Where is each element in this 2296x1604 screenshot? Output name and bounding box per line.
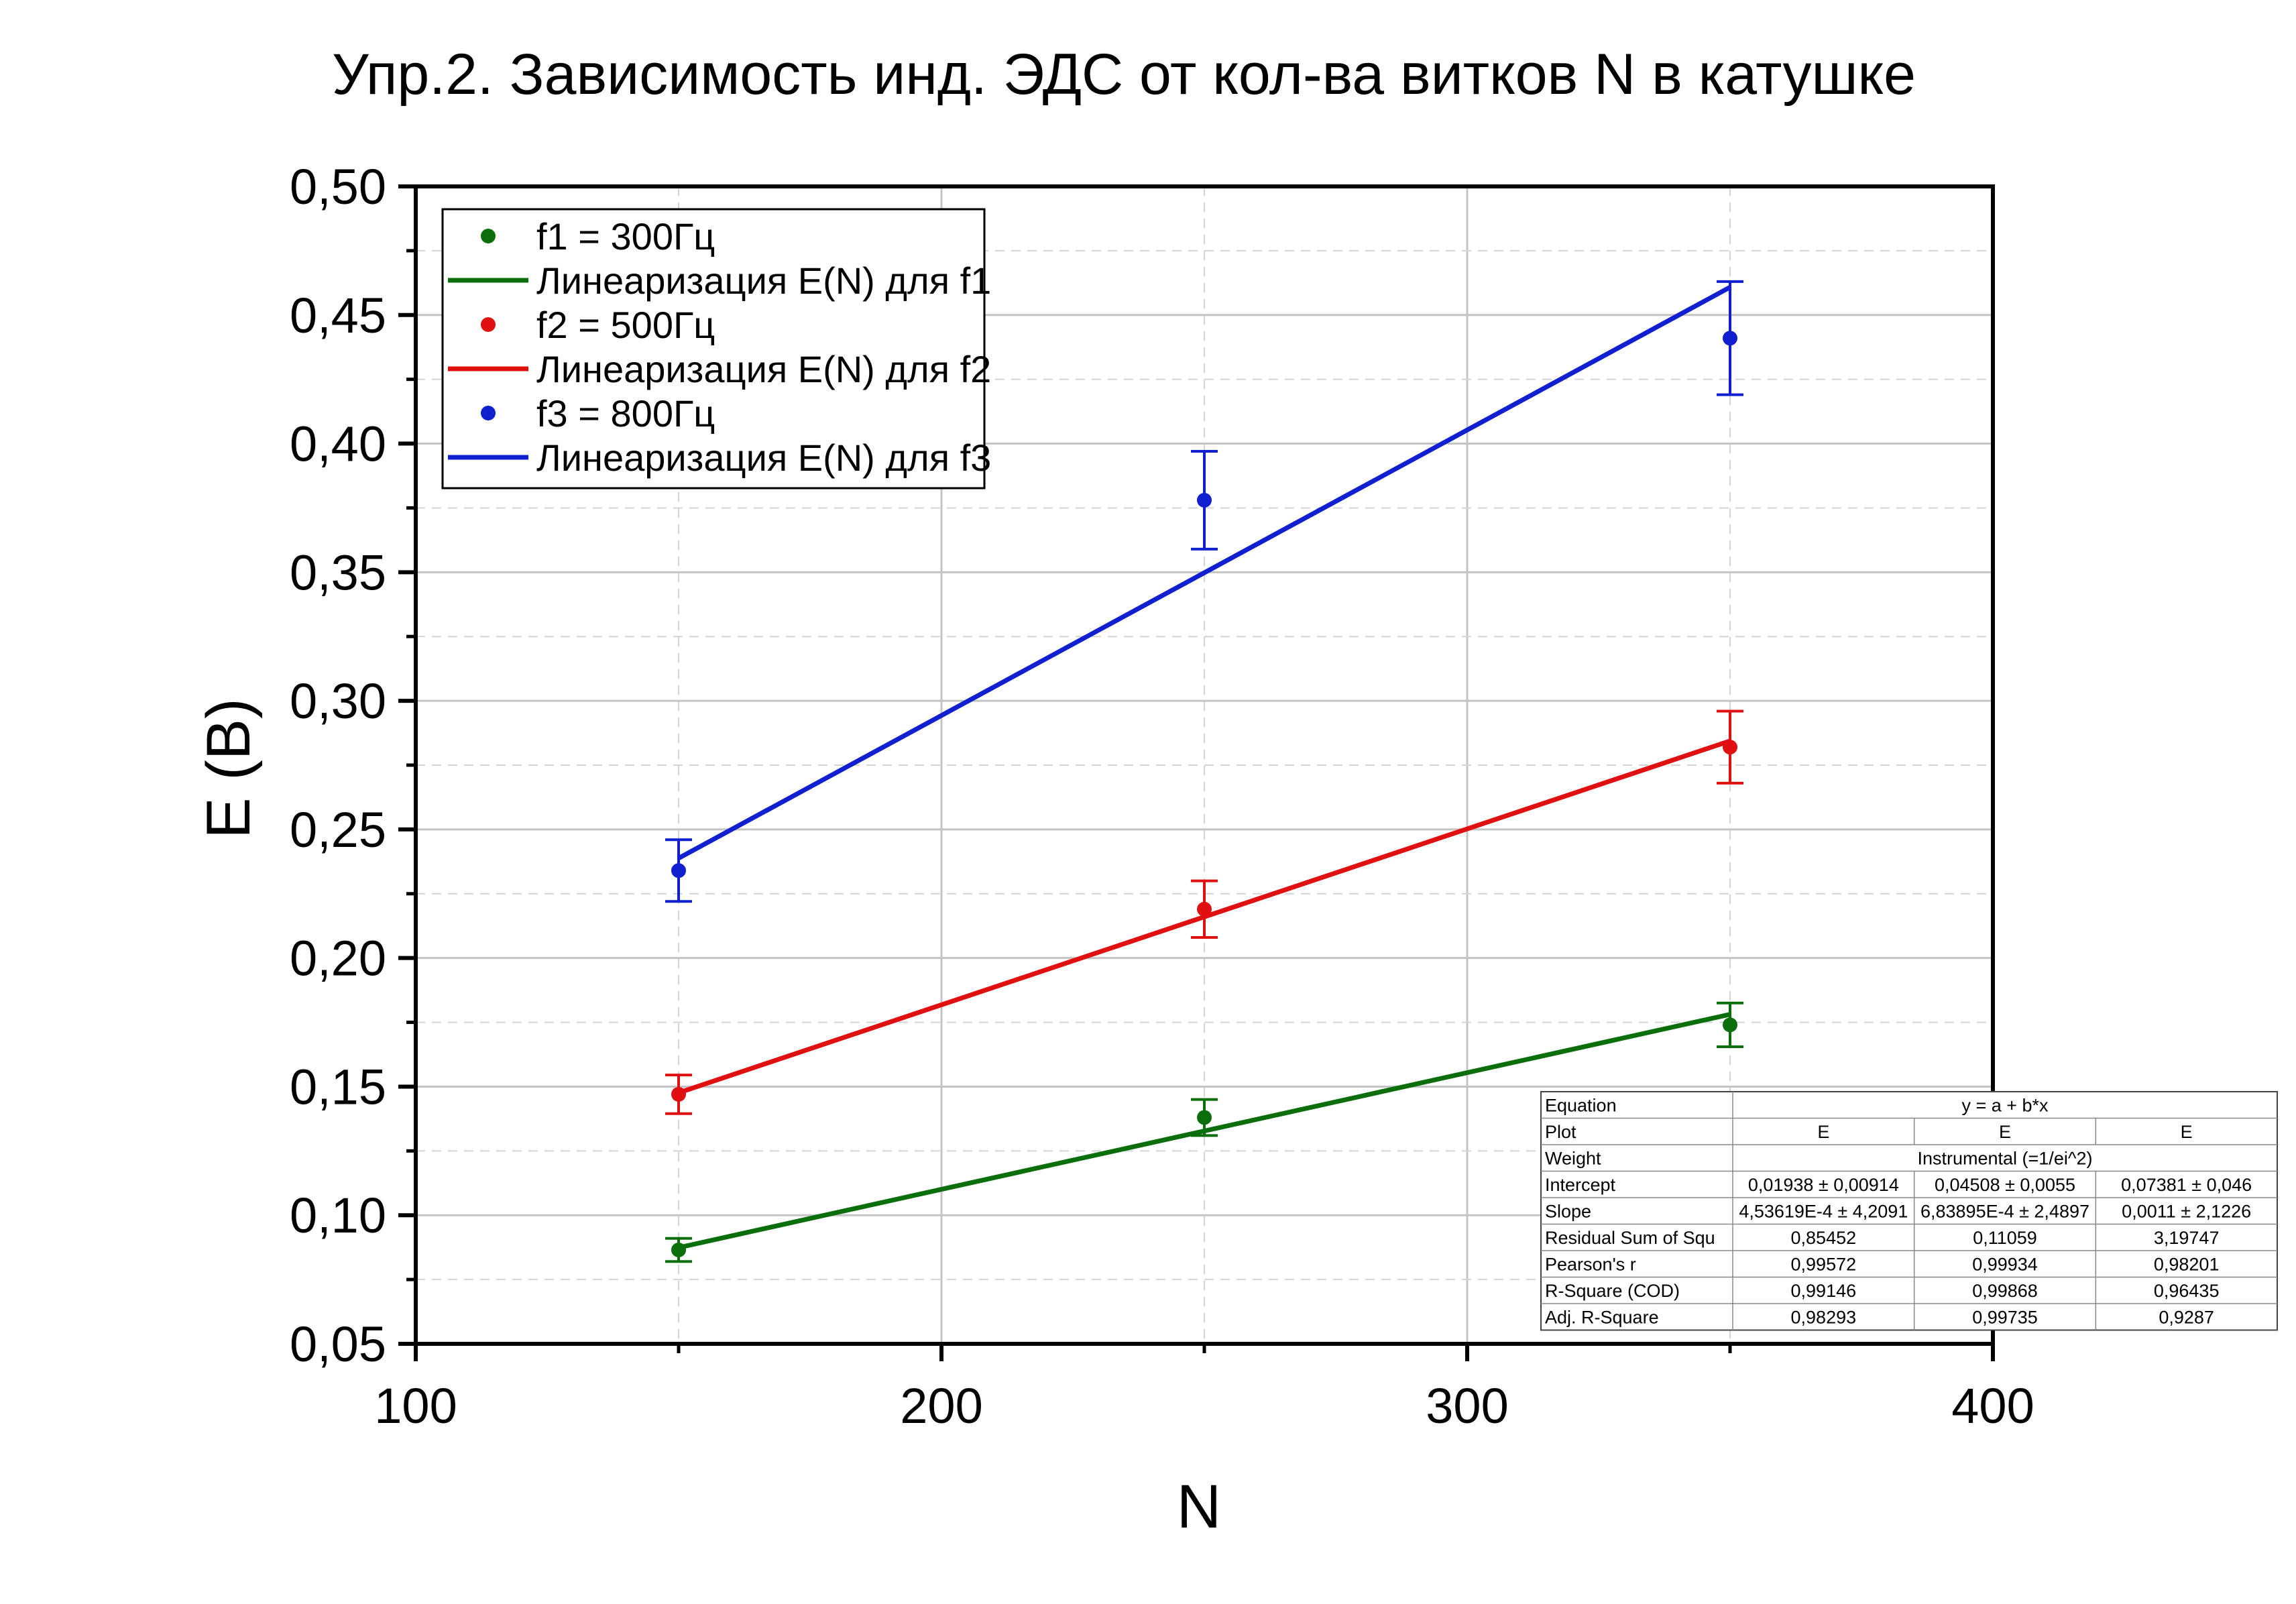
stats-table-box [1540, 1091, 2278, 1331]
stats-cell: 0,99934 [1972, 1255, 2038, 1275]
legend-marker [481, 317, 496, 332]
stats-row-label: Intercept [1545, 1175, 1616, 1195]
y-tick-label: 0,35 [290, 545, 386, 600]
y-tick-label: 0,50 [290, 159, 386, 215]
legend-item: Линеаризация E(N) для f2 [448, 348, 991, 390]
stats-cell: 0,96435 [2154, 1281, 2220, 1301]
x-tick-label: 200 [900, 1378, 982, 1434]
chart-title: Упр.2. Зависимость инд. ЭДС от кол-ва ви… [332, 42, 1916, 107]
stats-row-label: Slope [1545, 1202, 1591, 1222]
y-tick-label: 0,15 [290, 1059, 386, 1114]
stats-cell: 0,07381 ± 0,046 [2121, 1175, 2252, 1195]
stats-row-label: Adj. R-Square [1545, 1308, 1659, 1328]
data-point [1197, 492, 1212, 508]
data-point [1197, 901, 1212, 917]
stats-cell: 0,01938 ± 0,00914 [1748, 1175, 1899, 1195]
x-tick-label: 400 [1951, 1378, 2034, 1434]
data-point [1723, 1017, 1737, 1033]
stats-cell: y = a + b*x [1961, 1096, 2049, 1116]
data-point [671, 1243, 686, 1258]
x-tick-label: 300 [1426, 1378, 1508, 1434]
stats-cell: E [2181, 1122, 2193, 1142]
stats-row-label: Weight [1545, 1149, 1601, 1169]
legend-item: Линеаризация E(N) для f1 [448, 260, 991, 302]
legend-marker [481, 406, 496, 420]
stats-cell: 0,9287 [2159, 1308, 2214, 1328]
axes: 100 200 300 400 0,05 0,10 0,15 0,20 0,25 0,30 0,35… [290, 159, 2034, 1434]
stats-cell: 0,11059 [1973, 1228, 2037, 1248]
stats-table: Equation y = a + b*x Plot E E E Weight Instrume… [1540, 1091, 2278, 1331]
stats-cell: E [1999, 1122, 2011, 1142]
legend-marker [481, 229, 496, 243]
data-point [1723, 740, 1737, 755]
legend-item: f2 = 500Гц [481, 304, 715, 346]
stats-cell: 0,99735 [1972, 1308, 2038, 1328]
stats-cell: 0,99572 [1791, 1255, 1857, 1275]
stats-cell: 0,0011 ± 2,1226 [2122, 1202, 2251, 1222]
legend-item: Линеаризация E(N) для f3 [448, 437, 991, 479]
y-tick-label: 0,25 [290, 802, 386, 858]
legend-label: Линеаризация E(N) для f1 [536, 260, 991, 302]
series-1 [665, 1001, 1743, 1263]
stats-cell: 0,98201 [2154, 1255, 2220, 1275]
stats-cell: 0,99868 [1972, 1281, 2038, 1301]
stats-cell: 0,04508 ± 0,0055 [1935, 1175, 2075, 1195]
series-3 [665, 280, 1743, 903]
stats-row-label: R-Square (COD) [1545, 1281, 1680, 1301]
stats-row-label: Residual Sum of Squ [1545, 1228, 1715, 1248]
stats-cell: 6,83895E-4 ± 2,4897 [1920, 1202, 2089, 1222]
series-2 [665, 709, 1743, 1115]
x-tick-label: 100 [374, 1378, 457, 1434]
y-tick-label: 0,10 [290, 1188, 386, 1243]
stats-cell: 0,85452 [1791, 1228, 1857, 1248]
x-axis-label: N [1177, 1473, 1221, 1541]
legend-label: Линеаризация E(N) для f2 [536, 348, 991, 390]
legend-label: f2 = 500Гц [536, 304, 715, 346]
stats-cell: 0,98293 [1791, 1308, 1857, 1328]
y-tick-label: 0,20 [290, 931, 386, 986]
stats-cell: 4,53619E-4 ± 4,2091 [1739, 1202, 1908, 1222]
stats-cell: Instrumental (=1/ei^2) [1917, 1149, 2092, 1169]
legend-item: f1 = 300Гц [481, 215, 715, 257]
data-point [1197, 1110, 1212, 1125]
legend-label: f3 = 800Гц [536, 392, 715, 435]
y-tick-label: 0,40 [290, 416, 386, 472]
stats-cell: 0,99146 [1791, 1281, 1857, 1301]
y-tick-label: 0,30 [290, 673, 386, 729]
legend-label: Линеаризация E(N) для f3 [536, 437, 991, 479]
legend-box [441, 208, 986, 490]
stats-cell: E [1817, 1122, 1829, 1142]
data-point [671, 1086, 686, 1102]
y-tick-label: 0,45 [290, 288, 386, 343]
stats-row-label: Equation [1545, 1096, 1617, 1116]
stats-cell: 3,19747 [2154, 1228, 2220, 1248]
stats-row-label: Pearson's r [1545, 1255, 1636, 1275]
y-tick-label: 0,05 [290, 1316, 386, 1372]
fit-line-3 [677, 285, 1731, 860]
legend-label: f1 = 300Гц [536, 215, 715, 257]
data-point [1723, 331, 1737, 346]
series-layer [665, 280, 1743, 1263]
legend-item: f3 = 800Гц [481, 392, 715, 435]
stats-row-label: Plot [1545, 1122, 1576, 1142]
data-point [671, 863, 686, 878]
y-axis-label: E (В) [194, 698, 263, 839]
